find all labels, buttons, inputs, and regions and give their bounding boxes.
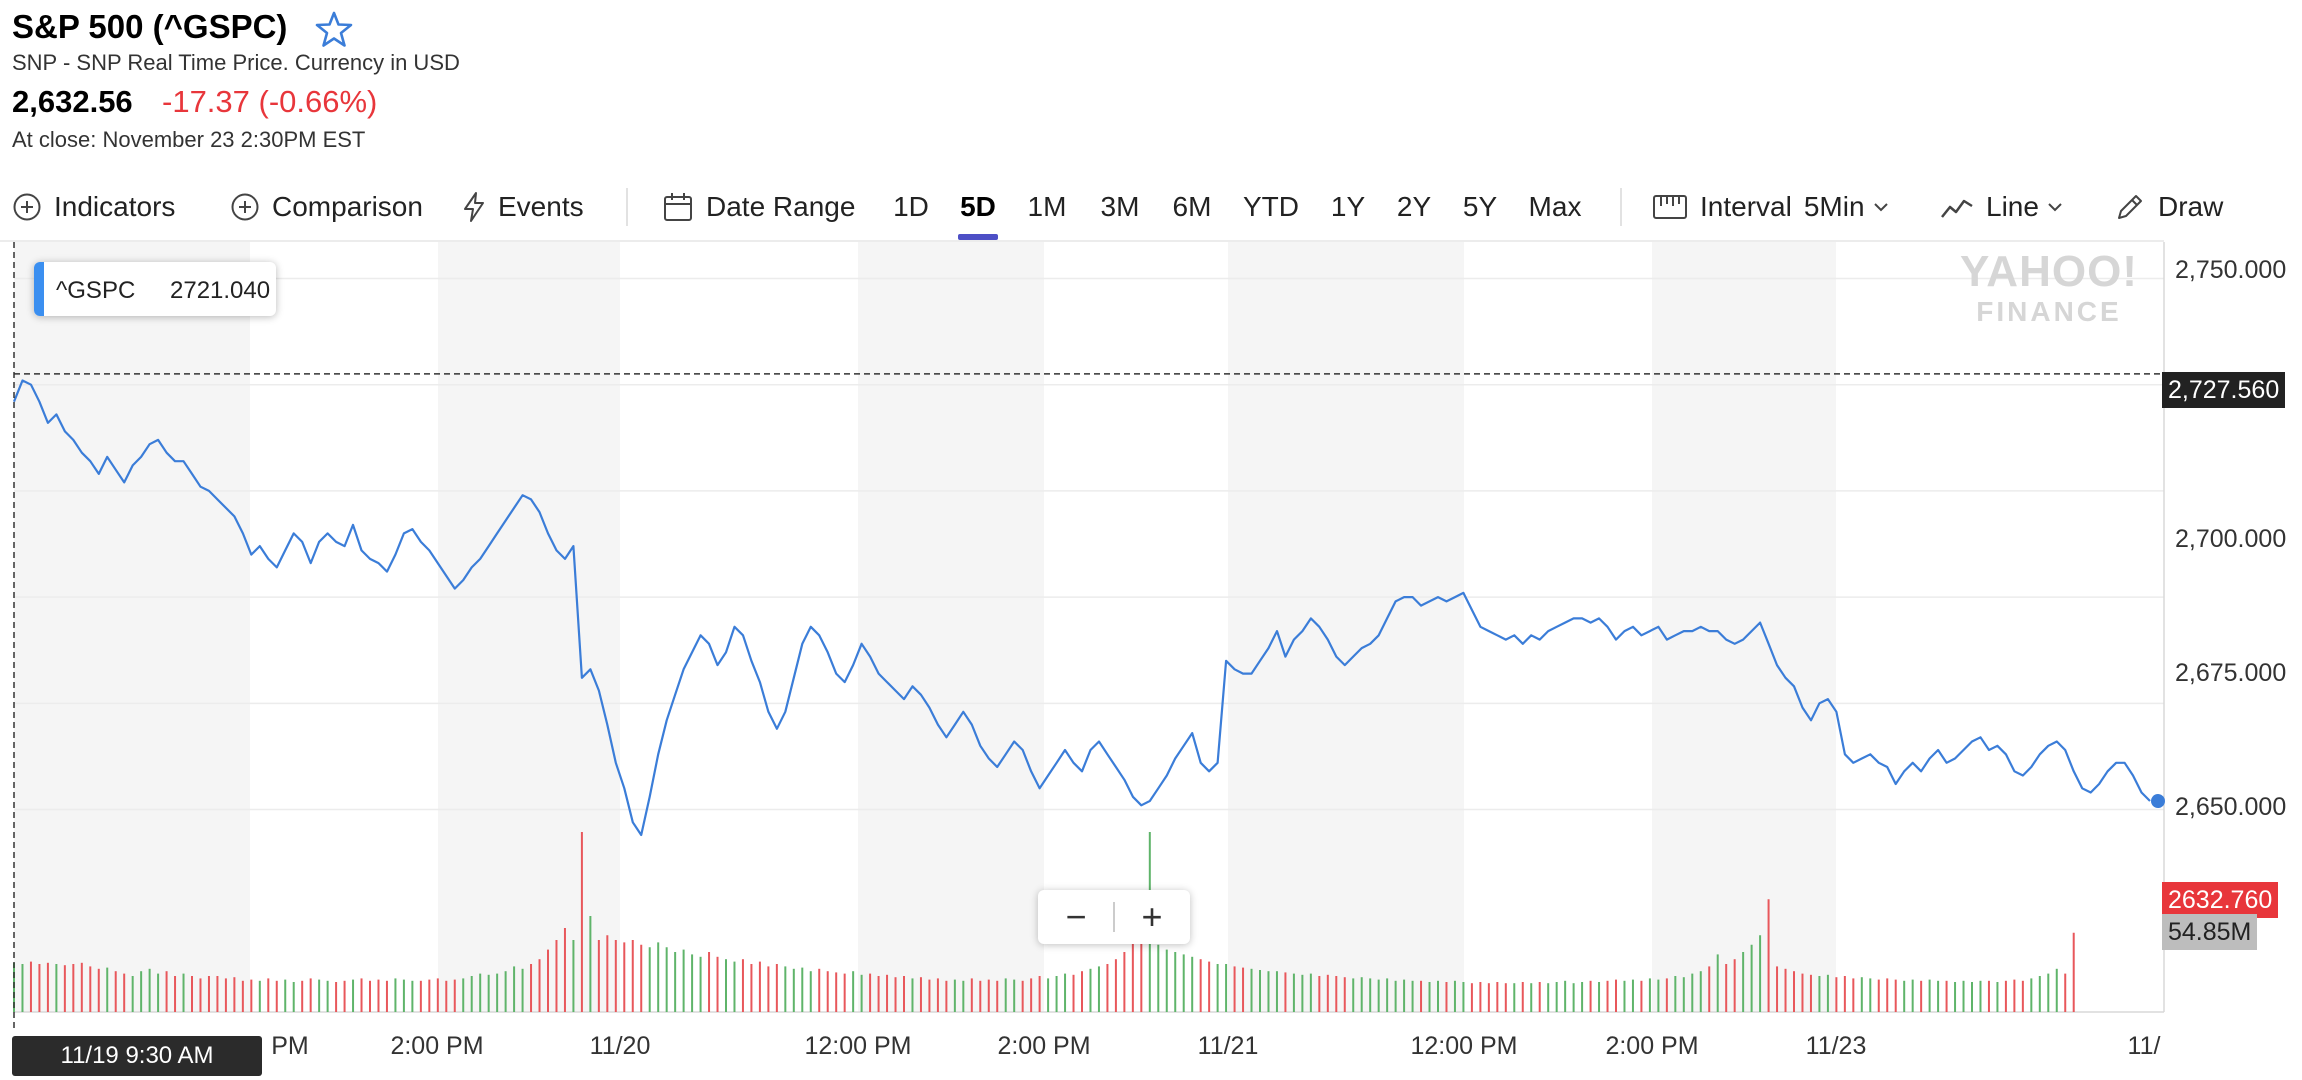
close-time: At close: November 23 2:30PM EST	[12, 127, 366, 152]
current-price: 2,632.56	[12, 84, 133, 119]
range-3m[interactable]: 3M	[1100, 191, 1140, 222]
y-tick-label: 2,675.000	[2175, 659, 2287, 687]
chart-toolbar: Indicators Comparison Events Date Range …	[0, 182, 2302, 240]
yahoo-finance-watermark: YAHOO! FINANCE	[1960, 247, 2138, 332]
toolbar-divider	[626, 188, 628, 226]
indicators-label: Indicators	[54, 191, 176, 222]
session-band	[438, 242, 620, 1012]
chart-type-label: Line	[1986, 191, 2039, 222]
chart-type-dropdown[interactable]: Line	[1940, 182, 2063, 232]
zoom-out-button[interactable]: −	[1065, 896, 1087, 937]
range-5y[interactable]: 5Y	[1462, 191, 1498, 222]
interval-value: 5Min	[1803, 191, 1865, 222]
range-1d[interactable]: 1D	[893, 191, 929, 222]
ruler-icon	[1653, 195, 1687, 219]
range-6m[interactable]: 6M	[1172, 191, 1212, 222]
plus-circle-icon	[231, 193, 259, 221]
session-band	[1228, 242, 1464, 1012]
x-tick-label: 11/20	[589, 1032, 651, 1060]
last-volume-flag: 54.85M	[2162, 914, 2258, 950]
hover-tooltip: ^GSPC 2721.040	[34, 262, 276, 316]
x-tick-label: 12:00 PM	[804, 1032, 912, 1060]
range-1y[interactable]: 1Y	[1330, 191, 1366, 222]
zoom-divider	[1113, 902, 1115, 932]
toolbar-divider	[1620, 188, 1622, 226]
price-change: -17.37 (-0.66%)	[162, 84, 378, 119]
range-1m[interactable]: 1M	[1027, 191, 1067, 222]
line-chart-icon	[1941, 199, 1973, 218]
tooltip-symbol: ^GSPC	[56, 277, 136, 304]
crosshair-time-label: 11/19 9:30 AM	[12, 1036, 262, 1076]
volume-bars	[13, 832, 2075, 1012]
tooltip-value: 2721.040	[170, 277, 271, 304]
draw-button[interactable]: Draw	[2114, 182, 2223, 232]
session-bands	[14, 242, 1836, 1012]
last-price-flag: 2632.760	[2162, 882, 2279, 918]
watermark-line1: YAHOO!	[1960, 247, 2138, 296]
x-tick-label: 11/21	[1197, 1032, 1259, 1060]
range-max[interactable]: Max	[1528, 191, 1582, 222]
indicators-button[interactable]: Indicators	[12, 182, 175, 232]
x-tick-label: 2:00 PM	[997, 1032, 1091, 1060]
page-title: S&P 500 (^GSPC)	[12, 8, 288, 45]
star-icon[interactable]	[314, 10, 354, 50]
x-tick-label: 12:00 PM	[1410, 1032, 1518, 1060]
toolbar-border	[0, 240, 2164, 242]
interval-dropdown[interactable]: Interval 5Min	[1652, 182, 1889, 232]
x-tick-label: 11/23	[1805, 1032, 1867, 1060]
draw-label: Draw	[2158, 191, 2224, 222]
x-tick-label: 2:00 PM	[1605, 1032, 1699, 1060]
chevron-down-icon	[1873, 203, 1888, 212]
price-source-label: SNP - SNP Real Time Price. Currency in U…	[12, 50, 460, 75]
date-range-label: Date Range	[706, 191, 856, 222]
tooltip-color-bar	[34, 262, 44, 316]
events-label: Events	[498, 191, 584, 222]
range-ytd[interactable]: YTD	[1243, 191, 1299, 222]
calendar-icon	[664, 193, 692, 221]
plus-circle-icon	[13, 193, 41, 221]
interval-label: Interval	[1700, 191, 1792, 222]
x-tick-label: PM	[271, 1032, 309, 1060]
range-2y[interactable]: 2Y	[1396, 191, 1432, 222]
watermark-line2: FINANCE	[1976, 296, 2122, 327]
zoom-control: − +	[1038, 890, 1190, 944]
range-5d[interactable]: 5D	[958, 182, 998, 240]
y-tick-label: 2,650.000	[2175, 793, 2287, 821]
comparison-button[interactable]: Comparison	[230, 182, 423, 232]
session-band	[1652, 242, 1836, 1012]
price-line	[12, 379, 2151, 837]
pencil-icon	[2118, 195, 2142, 219]
comparison-label: Comparison	[272, 191, 423, 222]
x-tick-label: 2:00 PM	[390, 1032, 484, 1060]
session-band	[858, 242, 1044, 1012]
chevron-down-icon	[2048, 203, 2062, 212]
y-tick-label: 2,700.000	[2175, 525, 2287, 553]
y-tick-label: 2,750.000	[2175, 256, 2287, 284]
grid-lines	[14, 242, 2165, 1013]
crosshair-price-flag: 2,727.560	[2162, 372, 2286, 408]
session-band	[14, 242, 250, 1012]
last-price-dot	[2151, 794, 2165, 809]
x-tick-label: 11/	[2127, 1032, 2161, 1060]
zoom-in-button[interactable]: +	[1141, 896, 1163, 937]
lightning-icon	[464, 192, 484, 222]
date-range-button[interactable]: Date Range	[662, 182, 855, 232]
events-button[interactable]: Events	[462, 182, 584, 232]
price-chart[interactable]	[0, 242, 2302, 1080]
